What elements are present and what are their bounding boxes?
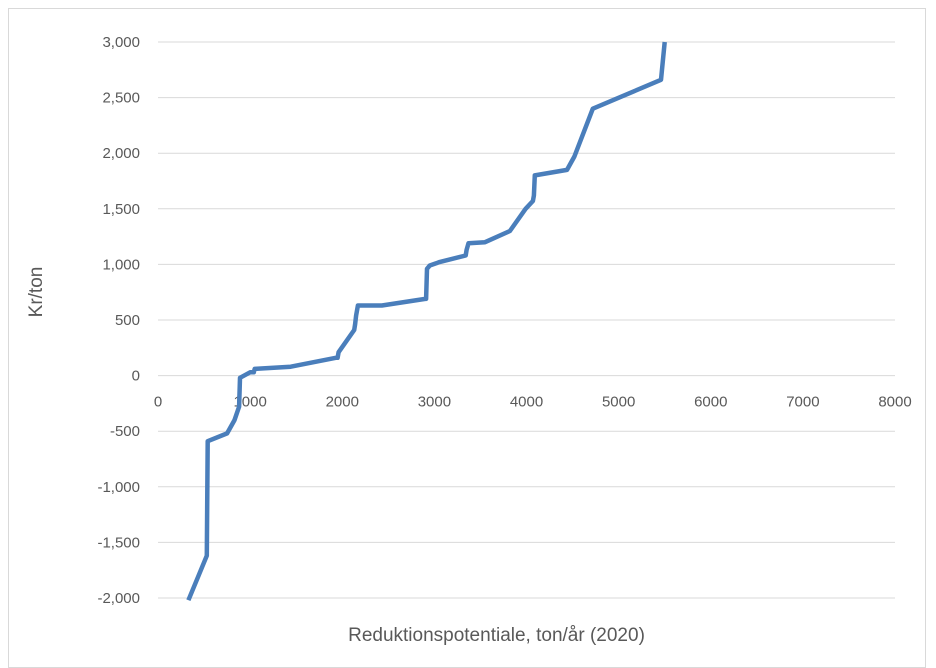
- series-line: [186, 41, 667, 602]
- x-tick-label: 3000: [418, 394, 451, 411]
- y-tick-label: 3,000: [102, 34, 140, 51]
- x-tick-label: 8000: [878, 394, 911, 411]
- y-axis-ticks: -2,000 -1,500 -1,000 -500 0 500 1,000 1,500 2,00…: [97, 34, 140, 607]
- y-tick-label: -1,000: [97, 479, 140, 496]
- x-tick-label: 0: [154, 394, 162, 411]
- gridlines: [158, 41, 895, 599]
- y-tick-label: -500: [110, 423, 140, 440]
- x-tick-label: 5000: [602, 394, 635, 411]
- x-axis-ticks: 0 1000 2000 3000 4000 5000 6000 7000 8000: [154, 394, 912, 411]
- x-tick-label: 4000: [510, 394, 543, 411]
- y-tick-label: -2,000: [97, 590, 140, 607]
- y-tick-label: 0: [132, 368, 140, 385]
- series-layer: [186, 41, 667, 602]
- y-tick-label: 2,500: [102, 90, 140, 107]
- y-tick-label: 500: [115, 312, 140, 329]
- y-tick-label: 1,000: [102, 256, 140, 273]
- y-axis-title: Kr/ton: [26, 267, 47, 318]
- x-tick-label: 6000: [694, 394, 727, 411]
- y-tick-label: 2,000: [102, 145, 140, 162]
- x-tick-label: 7000: [786, 394, 819, 411]
- y-tick-label: 1,500: [102, 201, 140, 218]
- y-tick-label: -1,500: [97, 534, 140, 551]
- x-tick-label: 2000: [326, 394, 359, 411]
- chart-frame: [8, 8, 926, 668]
- x-tick-label: 1000: [233, 394, 266, 411]
- x-axis-title: Reduktionspotentiale, ton/år (2020): [348, 625, 645, 646]
